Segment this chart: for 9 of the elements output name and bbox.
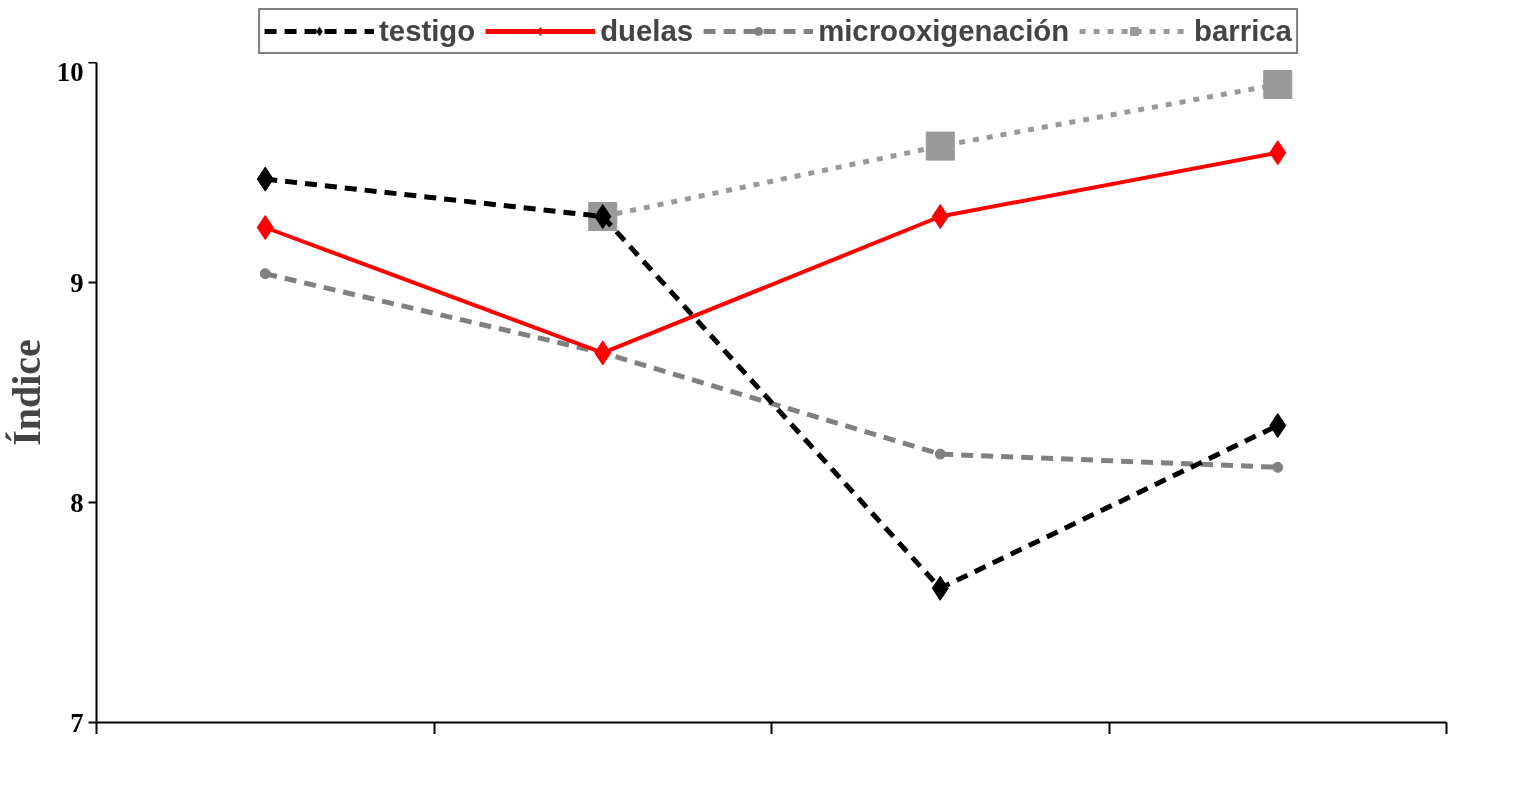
legend-label: barrica [1194, 14, 1292, 48]
y-tick-label: 9 [70, 267, 84, 298]
y-axis-title: Índice [3, 339, 49, 446]
legend-label: microoxigenación [818, 14, 1070, 48]
legend-label: testigo [379, 14, 476, 48]
y-tick-label: 10 [56, 56, 84, 87]
legend-label: duelas [600, 14, 694, 48]
y-tick-label: 7 [70, 707, 84, 738]
y-tick-label: 8 [70, 487, 84, 518]
